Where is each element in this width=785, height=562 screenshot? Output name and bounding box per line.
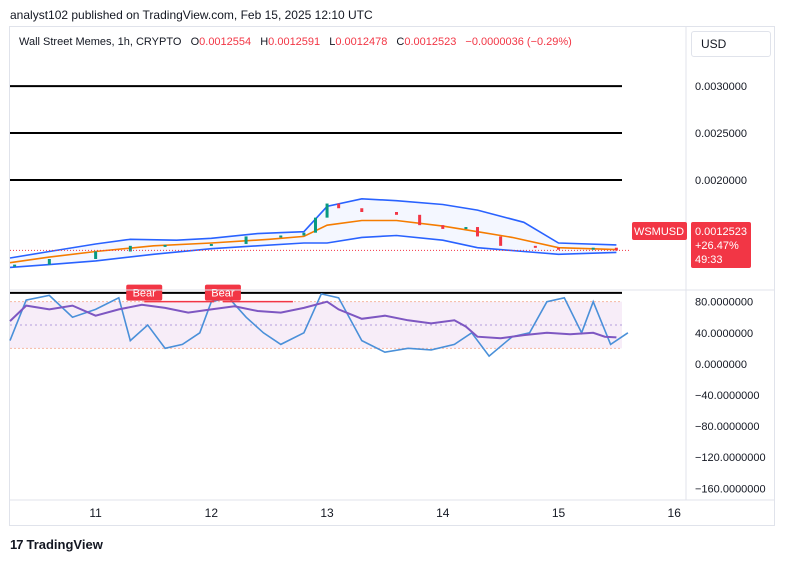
- time-tick-label-0: 11: [89, 506, 102, 520]
- price-tick-label-0: 0.0030000: [695, 81, 747, 93]
- osc-tick-label-5: −120.0000000: [695, 452, 766, 464]
- time-tick-label-5: 16: [668, 506, 682, 520]
- candle-5: [209, 243, 213, 246]
- publish-info: analyst102 published on TradingView.com,…: [10, 8, 373, 22]
- candle-6: [244, 236, 248, 244]
- candle-19: [533, 245, 537, 248]
- price-tick-label-1: 0.0025000: [695, 128, 747, 140]
- stochastic-line: [9, 292, 629, 358]
- legend-close-label: C: [396, 36, 405, 48]
- time-tick-label-3: 14: [436, 506, 450, 520]
- price-tag-bg: [691, 222, 751, 268]
- candle-21: [591, 247, 595, 250]
- osc-tick-label-4: −80.0000000: [695, 421, 760, 433]
- price-tick-label-2: 0.0020000: [695, 175, 747, 187]
- time-tick-label-2: 13: [320, 506, 334, 520]
- bear-label-bg-0: [126, 284, 163, 301]
- chart-frame: [9, 26, 775, 526]
- bear-label-1: Bear: [211, 288, 235, 300]
- candle-7: [279, 235, 283, 238]
- osc-tick-label-1: 40.0000000: [695, 328, 753, 340]
- candle-13: [394, 212, 398, 215]
- candle-16: [464, 227, 468, 230]
- price-tag-change: +26.47%: [695, 240, 739, 252]
- candle-15: [441, 225, 445, 229]
- candle-18: [499, 236, 503, 246]
- price-tag-countdown: 49:33: [695, 254, 723, 266]
- bollinger-basis: [9, 219, 617, 264]
- candle-9: [313, 217, 317, 233]
- legend-open: 0.0012554: [199, 36, 252, 48]
- candle-10: [325, 203, 329, 218]
- candle-20: [556, 247, 560, 250]
- candle-11: [337, 203, 341, 209]
- bear-label-0: Bear: [133, 288, 157, 300]
- oscillator-pane: Bear Bear: [9, 284, 629, 358]
- axes: 0.00300000.00250000.00200000.001500080.0…: [9, 26, 775, 520]
- candle-22: [614, 247, 618, 251]
- price-tag: WSMUSD 0.0012523 +26.47% 49:33: [632, 222, 751, 268]
- candle-8: [302, 232, 306, 236]
- bear-label-bg-1: [204, 284, 241, 301]
- currency-button[interactable]: USD: [691, 31, 771, 57]
- legend-high-label: H: [260, 36, 269, 48]
- footer-brand: 17 TradingView: [10, 537, 103, 552]
- candle-17: [475, 227, 479, 237]
- osc-tick-label-0: 80.0000000: [695, 297, 753, 309]
- legend-low-label: L: [329, 36, 336, 48]
- osc-tick-label-6: −160.0000000: [695, 483, 766, 495]
- legend-low: 0.0012478: [335, 36, 388, 48]
- footer-brand-name: TradingView: [26, 537, 103, 552]
- candle-12: [360, 208, 364, 212]
- price-pane: [9, 85, 630, 294]
- legend-open-label: O: [190, 36, 200, 48]
- rsi-line: [9, 300, 617, 340]
- candle-14: [418, 214, 422, 226]
- legend-close: 0.0012523: [404, 36, 457, 48]
- symbol-legend: Wall Street Memes, 1h, CRYPTO O0.0012554…: [19, 36, 578, 48]
- time-tick-label-1: 12: [205, 506, 219, 520]
- candle-0: [13, 264, 17, 267]
- price-tag-symbol-bg: [632, 222, 687, 240]
- price-tag-price: 0.0012523: [695, 226, 747, 238]
- legend-change: −0.0000036 (−0.29%): [465, 36, 572, 48]
- osc-tick-label-2: 0.0000000: [695, 359, 747, 371]
- price-tag-symbol: WSMUSD: [634, 226, 684, 238]
- legend-symbol: Wall Street Memes, 1h, CRYPTO: [19, 36, 182, 48]
- osc-tick-label-3: −40.0000000: [695, 390, 760, 402]
- candle-1: [47, 258, 51, 265]
- candle-3: [128, 245, 132, 252]
- candle-4: [163, 244, 167, 247]
- candle-2: [94, 251, 98, 259]
- tradingview-logo-icon: 17: [10, 537, 24, 552]
- legend-high: 0.0012591: [268, 36, 321, 48]
- time-tick-label-4: 15: [552, 506, 566, 520]
- bollinger-band-fill: [10, 198, 617, 268]
